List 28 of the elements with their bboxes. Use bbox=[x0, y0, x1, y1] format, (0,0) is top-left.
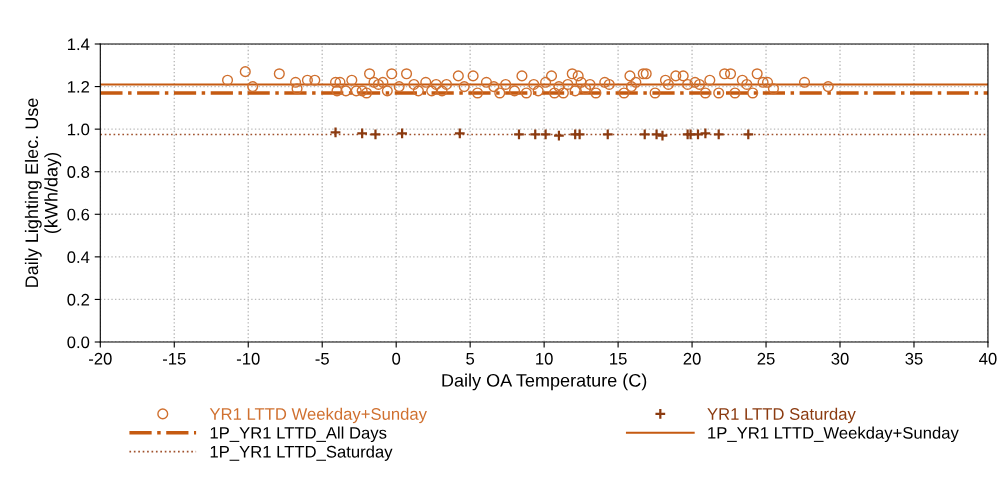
y-tick-label: 0.4 bbox=[67, 251, 90, 264]
text: YR1 LTTD Saturday bbox=[707, 407, 856, 424]
x-tick-label: -15 bbox=[162, 353, 186, 365]
x-tick-label: 5 bbox=[466, 353, 475, 365]
x-tick-label: 20 bbox=[683, 352, 701, 365]
x-tick-label: 40 bbox=[979, 352, 997, 365]
y-tick-label: 1.4 bbox=[67, 38, 90, 51]
y-tick-label: 0.6 bbox=[67, 208, 90, 221]
x-tick-label: -5 bbox=[315, 353, 329, 365]
y-tick-label: 0.2 bbox=[67, 293, 90, 306]
y-tick-label: 0.0 bbox=[67, 336, 90, 349]
text: YR1 LTTD Weekday+Sunday bbox=[209, 407, 427, 424]
x-tick-label: -20 bbox=[89, 352, 112, 365]
x-tick-label: -10 bbox=[236, 352, 260, 365]
x-tick-label: 15 bbox=[610, 353, 627, 365]
x-tick-label: 30 bbox=[831, 352, 849, 365]
y-tick-label: 1.2 bbox=[67, 80, 90, 93]
legend-label: 1P_YR1 LTTD_Weekday+Sunday bbox=[708, 426, 959, 443]
x-tick-label: 10 bbox=[536, 352, 553, 365]
x-tick-label: 0 bbox=[392, 352, 401, 365]
y-axis-title: Daily Lighting Elec. Use (kWh/day) bbox=[24, 98, 62, 287]
legend-label: 1P_YR1 LTTD_Saturday bbox=[210, 445, 393, 461]
x-axis-title: Daily OA Temperature (C) bbox=[442, 373, 647, 391]
x-tick-label: 35 bbox=[905, 352, 923, 365]
y-tick-label: 1.0 bbox=[67, 123, 90, 136]
x-tick-label: 25 bbox=[757, 352, 775, 365]
y-tick-label: 0.8 bbox=[67, 166, 90, 178]
legend-label: 1P_YR1 LTTD_All Days bbox=[210, 426, 387, 443]
